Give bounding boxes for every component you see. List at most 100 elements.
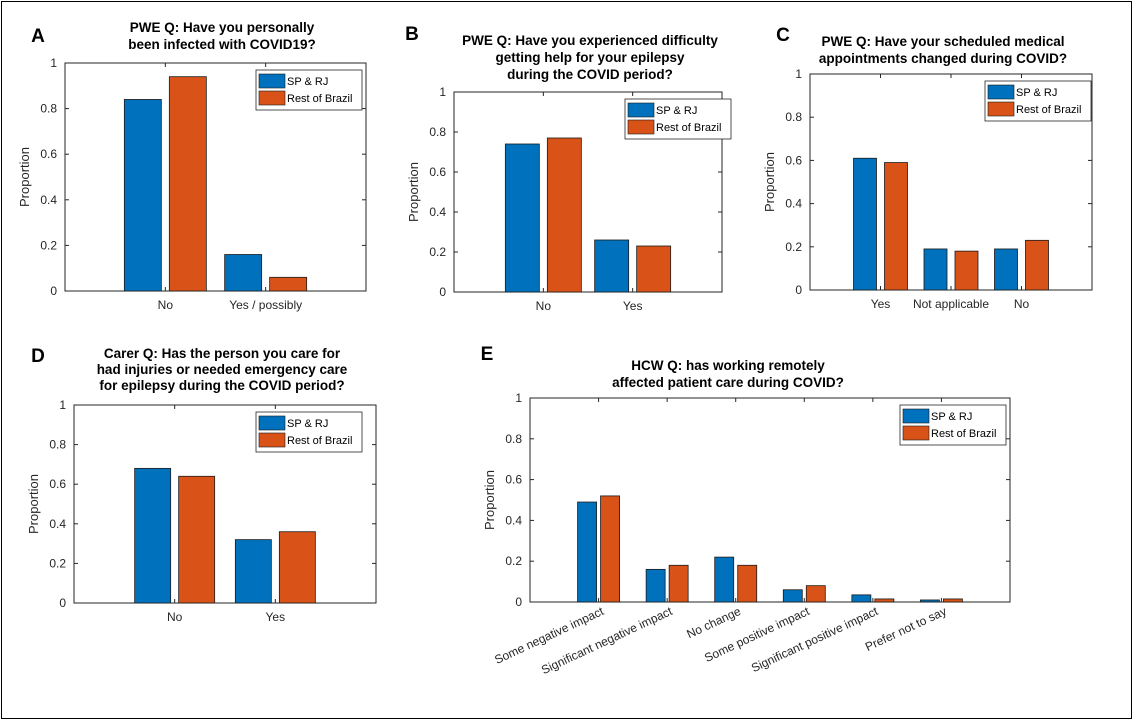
y-tick-label: 0.2 <box>505 554 522 568</box>
y-tick-label: 0.4 <box>785 197 802 211</box>
legend-swatch <box>902 408 930 424</box>
chart-title-line: Carer Q: Has the person you care for <box>104 346 341 361</box>
chart-title-line: PWE Q: Have you personally <box>130 20 315 35</box>
legend-label: SP & RJ <box>287 418 328 430</box>
panel-label: D <box>31 346 45 367</box>
chart-title-line: had injuries or needed emergency care <box>97 362 348 377</box>
x-tick-label: Some negative impact <box>492 604 606 667</box>
y-tick-label: 0 <box>50 284 57 298</box>
legend: SP & RJ Rest of Brazil <box>899 404 1007 446</box>
x-tick-label: Yes / possibly <box>229 298 302 312</box>
y-tick-label: 0.8 <box>49 438 66 452</box>
x-tick-label: No <box>1014 297 1030 311</box>
y-tick-label: 0.2 <box>49 556 66 570</box>
x-tick-label: Significant positive impact <box>749 604 881 675</box>
bar-rest-of-brazil <box>546 137 582 293</box>
legend: SP & RJ Rest of Brazil <box>255 411 363 453</box>
y-tick-label: 0.2 <box>429 245 446 259</box>
y-tick-label: 0.8 <box>785 110 802 124</box>
chart-panel-d: D Carer Q: Has the person you care forhad… <box>26 346 377 624</box>
legend-swatch <box>627 102 655 118</box>
y-axis-label: Proportion <box>762 152 777 212</box>
y-tick-label: 0.8 <box>40 102 57 116</box>
legend: SP & RJ Rest of Brazil <box>984 80 1092 122</box>
chart-panel-c: C PWE Q: Have your scheduled medical appoi… <box>762 25 1093 311</box>
y-tick-label: 1 <box>795 67 802 81</box>
y-axis-label: Proportion <box>26 474 41 534</box>
chart-title-line: affected patient care during COVID? <box>612 375 844 390</box>
y-tick-label: 0.6 <box>505 473 522 487</box>
y-tick-label: 0.4 <box>429 205 446 219</box>
y-tick-label: 0 <box>59 596 66 610</box>
legend-label: Rest of Brazil <box>656 122 721 134</box>
y-tick-label: 0.6 <box>785 153 802 167</box>
bar-rest-of-brazil <box>668 564 689 603</box>
bar-sp-rj <box>853 157 877 291</box>
x-tick-label: Significant negative impact <box>539 604 675 677</box>
chart-title-line: appointments changed during COVID? <box>819 51 1067 66</box>
y-tick-label: 0.6 <box>40 147 57 161</box>
bar-sp-rj <box>851 594 872 603</box>
bar-rest-of-brazil <box>168 76 207 292</box>
x-tick-label: No <box>158 298 174 312</box>
legend-label: SP & RJ <box>1016 87 1057 99</box>
y-tick-label: 0.6 <box>429 165 446 179</box>
legend-label: Rest of Brazil <box>287 93 352 105</box>
bar-sp-rj <box>923 248 948 291</box>
x-tick-label: Yes <box>871 297 891 311</box>
y-tick-label: 0.8 <box>429 125 446 139</box>
legend-swatch <box>987 84 1015 100</box>
chart-title-line: PWE Q: Have you experienced difficulty <box>462 33 718 48</box>
y-tick-label: 1 <box>59 398 66 412</box>
x-tick-label: No <box>167 610 183 624</box>
bar-rest-of-brazil <box>737 564 758 603</box>
y-tick-label: 0.2 <box>40 238 57 252</box>
x-tick-label: Yes <box>623 299 643 313</box>
legend-label: SP & RJ <box>656 105 697 117</box>
legend-label: SP & RJ <box>287 76 328 88</box>
legend-swatch <box>258 73 286 89</box>
bar-rest-of-brazil <box>943 598 963 603</box>
bar-rest-of-brazil <box>954 250 979 291</box>
bar-sp-rj <box>134 467 172 604</box>
legend: SP & RJ Rest of Brazil <box>255 69 363 111</box>
y-tick-label: 0.8 <box>505 432 522 446</box>
bar-sp-rj <box>504 143 540 293</box>
panel-label: E <box>481 344 494 365</box>
y-tick-label: 1 <box>439 85 446 99</box>
bar-rest-of-brazil <box>600 495 620 603</box>
legend: SP & RJ Rest of Brazil <box>624 98 732 140</box>
chart-title-line: for epilepsy during the COVID period? <box>99 378 344 393</box>
legend-label: Rest of Brazil <box>931 428 996 440</box>
legend-swatch <box>987 101 1015 117</box>
bar-rest-of-brazil <box>636 245 672 293</box>
chart-panel-e: E HCW Q: has working remotely affected pat… <box>481 344 1011 677</box>
bar-rest-of-brazil <box>278 531 316 604</box>
bar-rest-of-brazil <box>269 276 308 292</box>
legend-swatch <box>258 415 286 431</box>
bar-sp-rj <box>782 589 803 603</box>
legend-label: Rest of Brazil <box>1016 104 1081 116</box>
y-tick-label: 0.4 <box>505 513 522 527</box>
y-tick-label: 0 <box>439 285 446 299</box>
legend-label: SP & RJ <box>931 411 972 423</box>
legend-swatch <box>627 119 655 135</box>
panel-label: A <box>31 26 45 47</box>
bar-rest-of-brazil <box>1025 239 1049 291</box>
chart-panel-a: A PWE Q: Have you personally been infected… <box>17 20 367 312</box>
bar-sp-rj <box>594 239 630 293</box>
bar-sp-rj <box>920 599 940 603</box>
legend-swatch <box>258 432 286 448</box>
bar-rest-of-brazil <box>874 598 895 603</box>
chart-title-line: HCW Q: has working remotely <box>631 358 825 373</box>
bar-sp-rj <box>994 248 1018 291</box>
bar-sp-rj <box>714 556 735 603</box>
bar-sp-rj <box>577 501 597 603</box>
legend-swatch <box>902 425 930 441</box>
bar-rest-of-brazil <box>178 475 216 604</box>
bar-rest-of-brazil <box>884 162 908 291</box>
y-axis-label: Proportion <box>482 470 497 530</box>
y-tick-label: 0.4 <box>49 517 66 531</box>
